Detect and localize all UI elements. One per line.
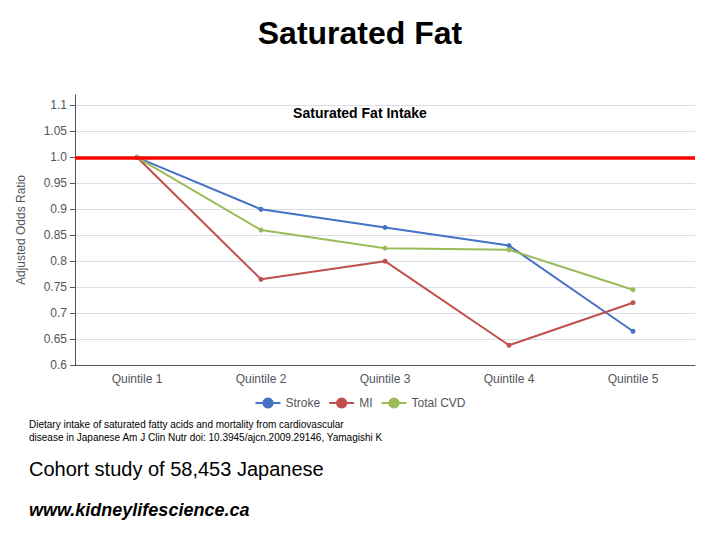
- svg-text:Adjusted Odds Ratio: Adjusted Odds Ratio: [14, 175, 28, 285]
- svg-text:0.65: 0.65: [44, 332, 68, 346]
- svg-text:Quintile 5: Quintile 5: [608, 372, 659, 386]
- svg-text:disease in Japanese Am J Clin: disease in Japanese Am J Clin Nutr doi: …: [29, 432, 383, 443]
- svg-text:Dietary intake of saturated fa: Dietary intake of saturated fatty acids …: [29, 419, 344, 430]
- svg-text:Quintile 1: Quintile 1: [112, 372, 163, 386]
- svg-text:www.kidneylifescience.ca: www.kidneylifescience.ca: [29, 500, 249, 520]
- svg-text:Quintile 2: Quintile 2: [236, 372, 287, 386]
- svg-text:1.0: 1.0: [50, 150, 67, 164]
- svg-text:0.9: 0.9: [50, 202, 67, 216]
- svg-text:1.1: 1.1: [50, 98, 67, 112]
- svg-text:Saturated Fat Intake: Saturated Fat Intake: [293, 105, 427, 121]
- svg-text:0.8: 0.8: [50, 254, 67, 268]
- svg-text:Cohort study of 58,453 Japanes: Cohort study of 58,453 Japanese: [29, 458, 324, 480]
- svg-text:Total CVD: Total CVD: [411, 396, 465, 410]
- svg-text:0.95: 0.95: [44, 176, 68, 190]
- svg-text:0.7: 0.7: [50, 306, 67, 320]
- svg-text:MI: MI: [359, 396, 372, 410]
- svg-text:Saturated Fat: Saturated Fat: [258, 15, 463, 51]
- svg-text:0.6: 0.6: [50, 358, 67, 372]
- svg-text:Stroke: Stroke: [285, 396, 320, 410]
- svg-text:0.85: 0.85: [44, 228, 68, 242]
- svg-text:Quintile 4: Quintile 4: [484, 372, 535, 386]
- svg-text:0.75: 0.75: [44, 280, 68, 294]
- svg-text:Quintile 3: Quintile 3: [360, 372, 411, 386]
- svg-text:1.05: 1.05: [44, 124, 68, 138]
